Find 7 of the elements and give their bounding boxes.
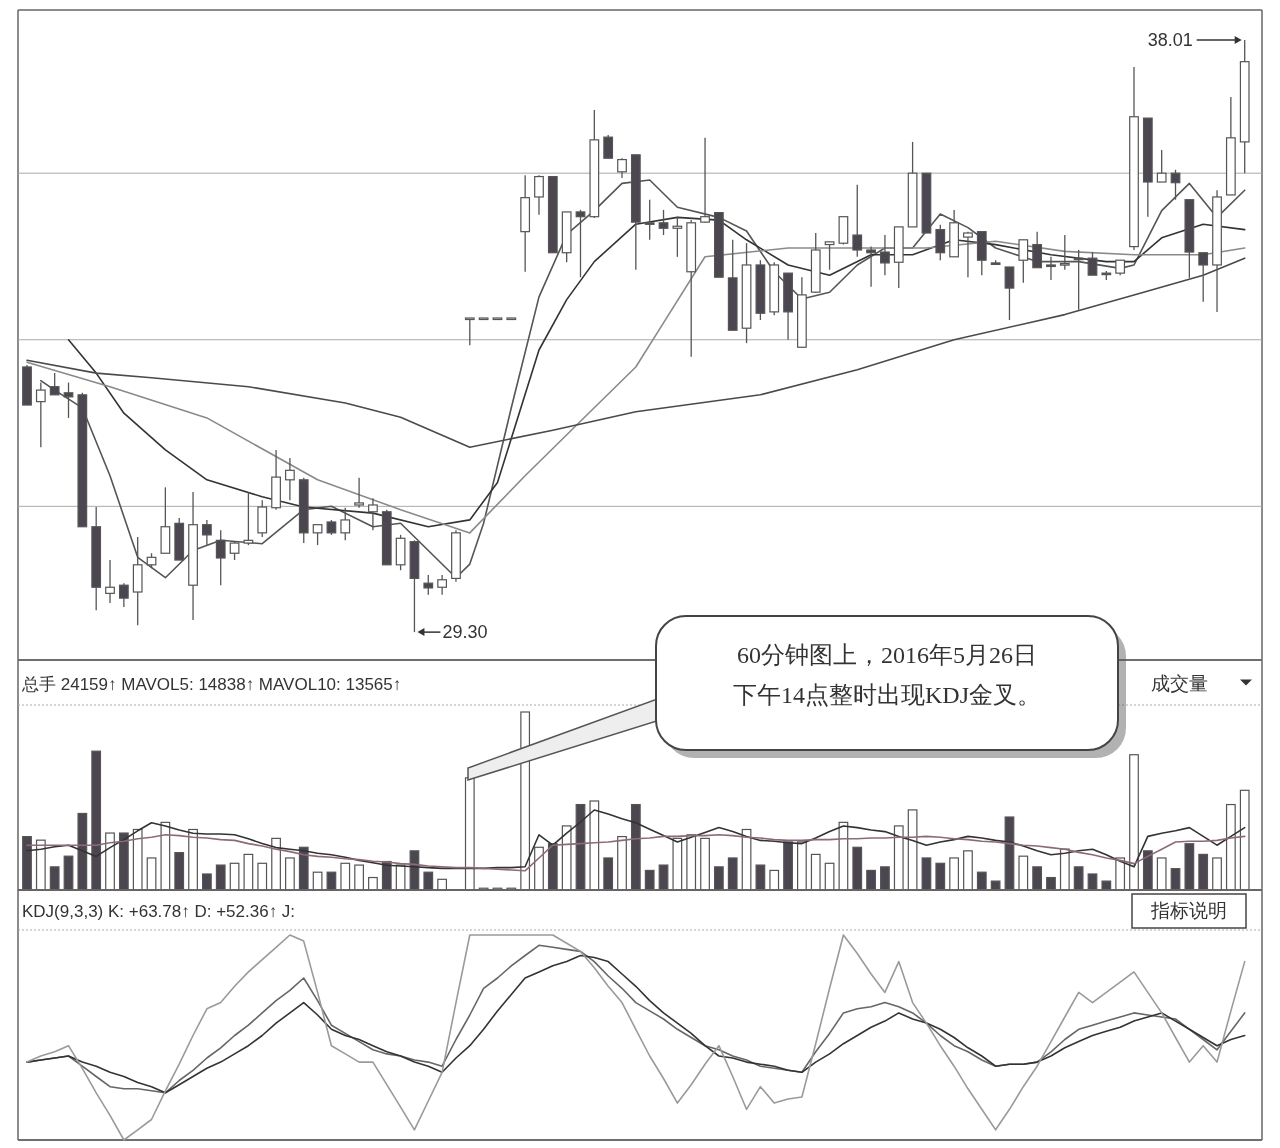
text: 指标说明	[1150, 900, 1227, 921]
text: KDJ(9,3,3) K: +63.78↑ D: +52.36↑ J:	[22, 902, 296, 921]
text: 成交量	[1151, 672, 1208, 694]
annotation: 29.30	[442, 622, 488, 643]
annotation: 60分钟图上，2016年5月26日下午14点整时出现KDJ金叉。	[732, 642, 1042, 708]
annotation: 38.01	[1147, 29, 1193, 50]
text: 总手 24159↑ MAVOL5: 14838↑ MAVOL10: 13565↑	[21, 674, 402, 694]
